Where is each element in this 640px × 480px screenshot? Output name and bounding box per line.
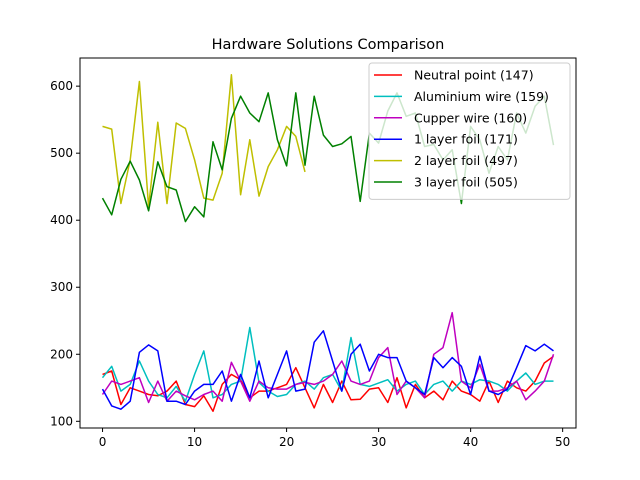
x-tick-label: 20: [279, 435, 294, 449]
x-tick-label: 0: [99, 435, 107, 449]
legend-label: 3 layer foil (505): [414, 175, 518, 190]
y-tick-label: 100: [50, 414, 73, 428]
y-tick-label: 400: [50, 213, 73, 227]
legend-label: Aluminium wire (159): [414, 89, 549, 104]
series-line-3: [101, 311, 555, 404]
series-line-1: [102, 355, 554, 412]
x-tick-label: 50: [555, 435, 570, 449]
x-tick-label: 10: [187, 435, 202, 449]
y-tick-label: 500: [50, 146, 73, 160]
series-line-5: [102, 74, 306, 208]
legend-label: 2 layer foil (497): [414, 153, 518, 168]
y-tick-label: 300: [50, 280, 73, 294]
x-tick-label: 30: [371, 435, 386, 449]
legend: Neutral point (147) Aluminium wire (159) C…: [368, 62, 571, 200]
legend-label: Cupper wire (160): [414, 110, 527, 125]
x-tick-label: 40: [463, 435, 478, 449]
legend-label: Neutral point (147): [414, 68, 534, 83]
axes-frame: [79, 57, 577, 429]
series-line-2: [101, 326, 554, 402]
y-tick-label: 600: [50, 79, 73, 93]
axes-layer: 0 10 20 30 40 50 100 200 300 400 500 600: [50, 57, 577, 449]
y-tick-label: 200: [50, 347, 73, 361]
legend-label: 1 layer foil (171): [414, 132, 518, 147]
legend-box: [368, 62, 571, 200]
chart-title: Hardware Solutions Comparison: [212, 37, 445, 53]
series-line-4: [101, 330, 554, 410]
